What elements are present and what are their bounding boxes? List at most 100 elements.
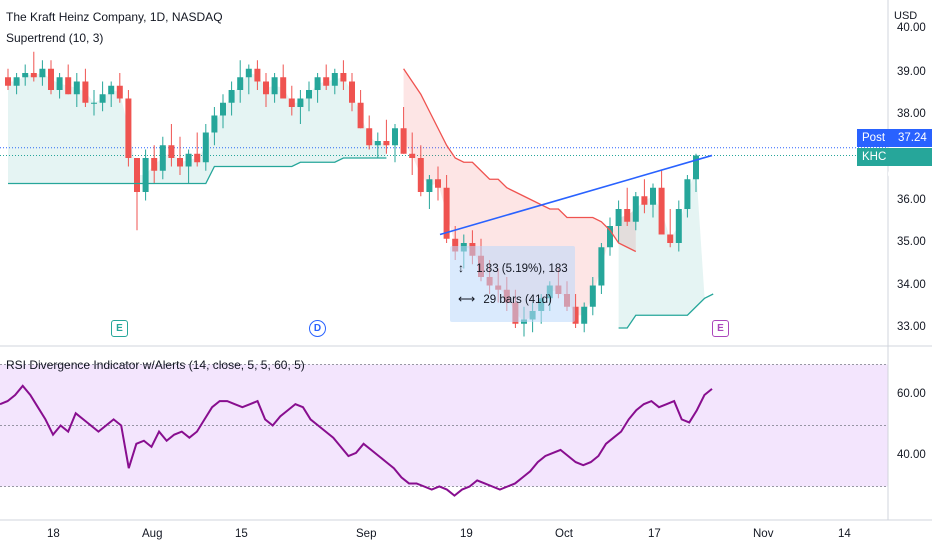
candle-body <box>73 81 80 95</box>
candle-body <box>263 81 269 95</box>
candle-body <box>168 145 175 158</box>
candlestick-series <box>5 51 699 337</box>
candle-body <box>400 128 407 154</box>
last-price-badge: KHC 37.06 <box>857 148 932 181</box>
supertrend-up-2-line <box>618 293 714 329</box>
candle-body <box>443 187 450 239</box>
candle-body <box>641 196 648 205</box>
currency-label: USD <box>894 10 918 22</box>
time-tick: 14 <box>838 528 851 540</box>
price-range-row: ↕ 1.83 (5.19%), 183 <box>458 261 568 275</box>
candle-body <box>194 153 201 163</box>
candle-body <box>675 209 682 243</box>
candle-body <box>435 179 441 188</box>
rsi-pane <box>0 364 888 497</box>
bars-range-row: ⟷ 29 bars (41d) <box>458 292 552 306</box>
candle-body <box>5 77 11 86</box>
measure-tooltip: ↕ 1.83 (5.19%), 183 ⟷ 29 bars (41d) <box>450 246 575 322</box>
candle-body <box>684 179 691 209</box>
candle-body <box>632 196 639 222</box>
candle-body <box>340 73 347 82</box>
candle-body <box>245 68 252 78</box>
price-grid <box>0 147 888 156</box>
candle-body <box>177 158 183 167</box>
candle-body <box>357 102 364 129</box>
candle-body <box>254 68 261 82</box>
candle-body <box>211 115 218 133</box>
earnings-marker[interactable]: E <box>111 320 128 337</box>
time-tick: 18 <box>47 528 60 540</box>
candle-body <box>366 128 373 146</box>
candle-body <box>650 187 656 205</box>
candle-body <box>658 187 665 235</box>
supertrend-up-line <box>8 157 387 185</box>
candle-body <box>280 77 287 99</box>
post-value: 37.24 <box>890 129 932 147</box>
candle-body <box>306 90 312 99</box>
candle-body <box>22 73 29 78</box>
candle-body <box>314 77 321 90</box>
candle-body <box>237 77 244 90</box>
axis-separators <box>0 0 932 521</box>
candle-body <box>392 128 398 146</box>
candle-body <box>108 85 115 95</box>
candle-body <box>624 209 631 222</box>
candle-body <box>142 158 149 192</box>
trend-line[interactable] <box>439 154 713 236</box>
time-tick: Nov <box>753 528 774 540</box>
candle-body <box>220 102 226 116</box>
supertrend-legend[interactable]: Supertrend (10, 3) <box>6 31 104 45</box>
candle-body <box>452 238 459 252</box>
candle-body <box>667 234 674 243</box>
candle-body <box>30 73 37 78</box>
earnings-marker-upcoming[interactable]: E <box>712 320 729 337</box>
candle-body <box>13 77 20 86</box>
candle-body <box>331 73 338 86</box>
candle-body <box>151 158 158 171</box>
time-tick: Aug <box>142 528 163 540</box>
khc-label: KHC <box>862 151 887 163</box>
candle-body <box>56 77 63 90</box>
bars-text: 29 bars (41d) <box>483 294 552 306</box>
rsi-legend[interactable]: RSI Divergence Indicator w/Alerts (14, c… <box>6 358 305 372</box>
candle-body <box>349 81 355 103</box>
candle-body <box>134 158 140 192</box>
time-tick: 15 <box>235 528 248 540</box>
candle-body <box>159 145 166 171</box>
post-label: Post <box>862 132 886 144</box>
price-tick: 39.00 <box>897 66 926 78</box>
price-tick: 35.00 <box>897 236 926 248</box>
rsi-line <box>0 384 713 497</box>
supertrend-down-line <box>403 68 637 253</box>
rsi-tick: 40.00 <box>897 449 926 461</box>
candle-body <box>409 153 416 158</box>
candle-body <box>589 285 596 307</box>
vertical-range-icon: ↕ <box>458 261 464 275</box>
candle-body <box>39 68 46 78</box>
price-tick: 40.00 <box>897 22 926 34</box>
candle-body <box>374 141 381 146</box>
candle-body <box>185 153 192 167</box>
candle-body <box>91 102 97 104</box>
candle-body <box>288 98 295 107</box>
post-market-badge: Post 37.24 <box>857 129 932 147</box>
supertrend-lines <box>8 68 714 329</box>
candle-body <box>297 98 304 107</box>
supertrend-up-fill <box>8 73 387 184</box>
candle-body <box>693 155 699 180</box>
candle-body <box>383 141 390 146</box>
candle-body <box>99 94 106 103</box>
symbol-title[interactable]: The Kraft Heinz Company, 1D, NASDAQ <box>6 10 223 24</box>
khc-value: 37.06 <box>865 169 894 181</box>
candle-body <box>607 226 613 248</box>
horizontal-range-icon: ⟷ <box>458 292 476 306</box>
price-tick: 38.00 <box>897 108 926 120</box>
price-change-text: 1.83 (5.19%), 183 <box>476 263 568 275</box>
candle-body <box>598 247 605 286</box>
dividend-marker[interactable]: D <box>309 320 326 337</box>
candle-body <box>271 77 278 95</box>
time-tick: Oct <box>555 528 573 540</box>
price-tick: 33.00 <box>897 321 926 333</box>
candle-body <box>116 85 123 99</box>
